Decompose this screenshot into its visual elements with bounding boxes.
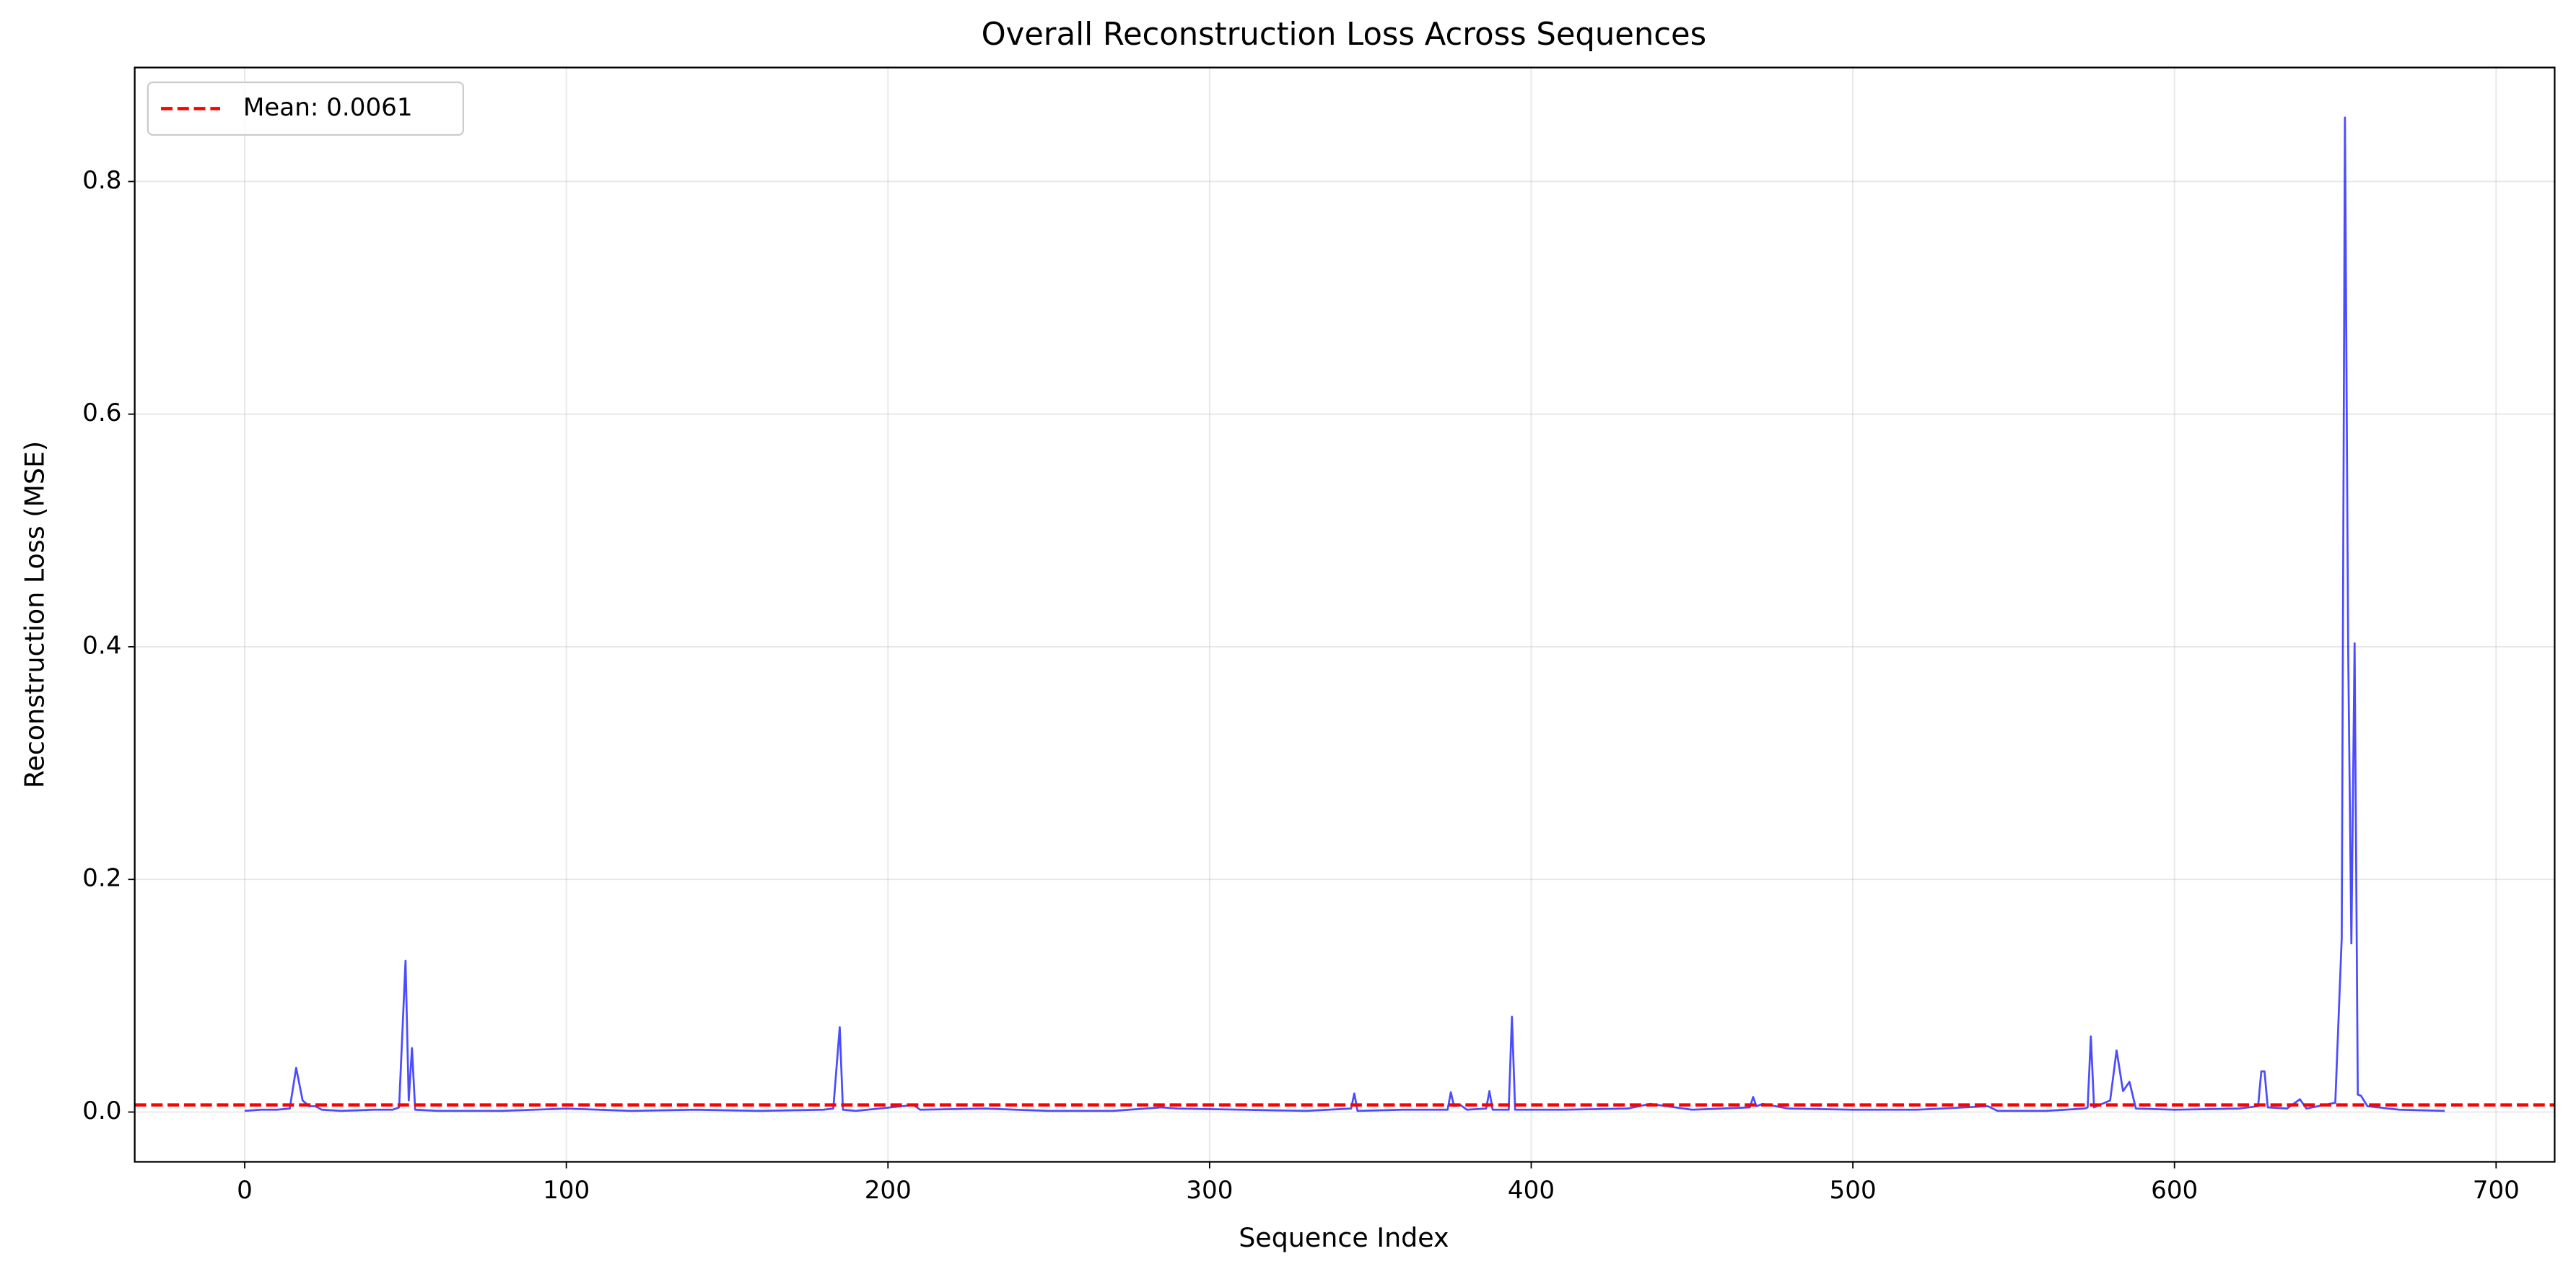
legend-box bbox=[147, 81, 465, 136]
data-line bbox=[244, 116, 2445, 1112]
y-tick-label: 0.0 bbox=[82, 1097, 121, 1125]
legend-label: Mean: 0.0061 bbox=[243, 93, 413, 122]
plot-frame bbox=[134, 66, 2556, 1163]
x-tick-label: 500 bbox=[1830, 1176, 1877, 1205]
x-tick-label: 700 bbox=[2473, 1176, 2520, 1205]
x-tick-label: 400 bbox=[1508, 1176, 1555, 1205]
y-tick-label: 0.6 bbox=[82, 398, 121, 427]
y-axis-label: Reconstruction Loss (MSE) bbox=[19, 441, 51, 788]
chart-title: Overall Reconstruction Loss Across Seque… bbox=[982, 17, 1707, 53]
x-tick-label: 100 bbox=[543, 1176, 590, 1205]
x-axis-label: Sequence Index bbox=[1239, 1222, 1449, 1253]
x-tick-label: 200 bbox=[865, 1176, 912, 1205]
x-tick-label: 300 bbox=[1186, 1176, 1233, 1205]
y-tick-label: 0.4 bbox=[82, 631, 121, 660]
x-tick-label: 0 bbox=[237, 1176, 253, 1205]
x-tick-label: 600 bbox=[2151, 1176, 2198, 1205]
y-tick-label: 0.2 bbox=[82, 864, 121, 893]
y-tick-label: 0.8 bbox=[82, 166, 121, 195]
